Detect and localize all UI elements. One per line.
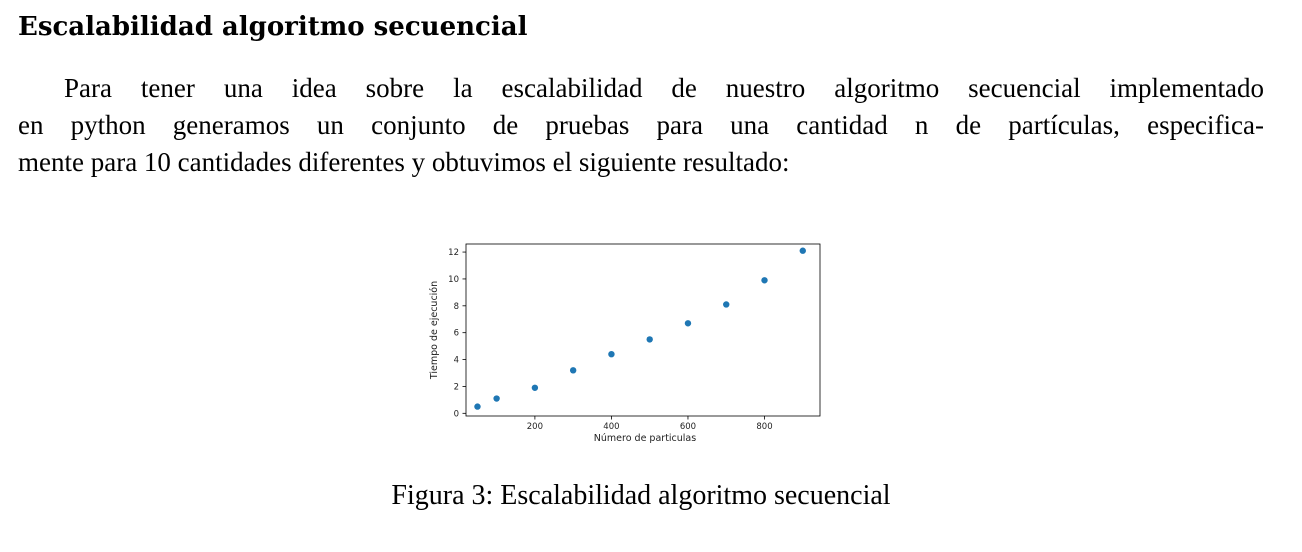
paragraph-line: mente para 10 cantidades diferentes y ob… bbox=[18, 147, 790, 177]
data-point bbox=[531, 384, 539, 391]
data-point bbox=[646, 336, 653, 343]
paragraph-line: Para tener una idea sobre la escalabilid… bbox=[64, 73, 1264, 103]
x-tick-label: 400 bbox=[603, 422, 619, 432]
scatter-chart: 200 400 600 800 0 2 4 6 8 10 12 Número de particula… bbox=[429, 243, 821, 444]
y-axis-label: Tiempo de ejecución bbox=[429, 281, 440, 380]
data-point bbox=[474, 403, 481, 410]
plot-frame bbox=[465, 243, 821, 417]
y-tick-label: 8 bbox=[454, 302, 459, 312]
paragraph-line: en python generamos un conjunto de prueb… bbox=[18, 110, 1264, 140]
section-title: Escalabilidad algoritmo secuencial bbox=[18, 12, 528, 42]
y-tick-label: 4 bbox=[454, 356, 459, 366]
y-tick-label: 2 bbox=[454, 382, 459, 392]
x-axis-label: Número de particulas bbox=[594, 433, 696, 444]
data-point bbox=[799, 247, 806, 254]
data-point bbox=[684, 320, 692, 327]
data-point bbox=[608, 350, 615, 358]
y-tick-label: 10 bbox=[448, 275, 459, 285]
data-point bbox=[493, 395, 500, 402]
y-tick-label: 6 bbox=[454, 329, 459, 339]
data-point bbox=[761, 277, 768, 284]
y-tick-label: 0 bbox=[454, 409, 459, 419]
figure-caption: Figura 3: Escalabilidad algoritmo secuen… bbox=[391, 480, 891, 511]
y-tick-label: 12 bbox=[448, 248, 459, 258]
x-tick-label: 800 bbox=[756, 422, 772, 432]
data-point bbox=[723, 301, 730, 308]
figure-scalability-chart: 200 400 600 800 0 2 4 6 8 10 12 Número de particula… bbox=[420, 236, 830, 450]
x-tick-label: 200 bbox=[527, 422, 543, 432]
x-tick-label: 600 bbox=[680, 422, 696, 432]
body-paragraph: Para tener una idea sobre la escalabilid… bbox=[18, 70, 1264, 181]
data-point bbox=[569, 367, 577, 374]
